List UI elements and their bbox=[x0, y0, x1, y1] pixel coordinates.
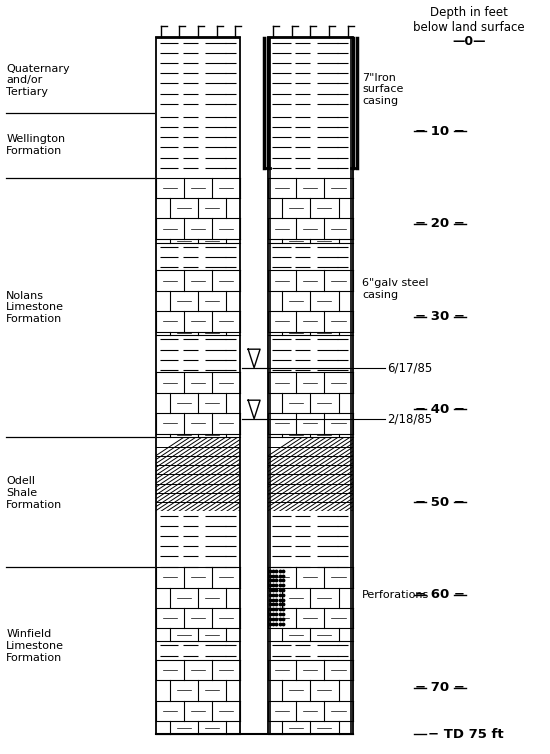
Text: Winfield
Limestone
Formation: Winfield Limestone Formation bbox=[7, 630, 64, 663]
Text: Odell
Shale
Formation: Odell Shale Formation bbox=[7, 477, 63, 510]
Text: − 50 −: − 50 − bbox=[415, 495, 465, 509]
Text: − 10 −: − 10 − bbox=[415, 124, 465, 138]
Text: − 30 −: − 30 − bbox=[415, 310, 465, 323]
Text: − TD 75 ft: − TD 75 ft bbox=[428, 728, 504, 740]
Text: − 40 −: − 40 − bbox=[415, 403, 465, 416]
Text: Nolans
Limestone
Formation: Nolans Limestone Formation bbox=[7, 291, 64, 324]
Text: Quaternary
and/or
Tertiary: Quaternary and/or Tertiary bbox=[7, 63, 70, 97]
Text: − 60 −: − 60 − bbox=[415, 588, 465, 602]
Text: 7"Iron
surface
casing: 7"Iron surface casing bbox=[362, 73, 404, 106]
Text: 2/18/85: 2/18/85 bbox=[387, 412, 432, 425]
Bar bbox=[156, 38, 240, 734]
Text: Depth in feet
below land surface: Depth in feet below land surface bbox=[413, 6, 525, 34]
Text: − 20 −: − 20 − bbox=[415, 217, 465, 231]
Bar bbox=[268, 38, 353, 734]
Text: 6"galv steel
casing: 6"galv steel casing bbox=[362, 278, 428, 299]
Text: 6/17/85: 6/17/85 bbox=[387, 361, 433, 374]
Text: —0—: —0— bbox=[452, 35, 486, 48]
Text: − 70 −: − 70 − bbox=[415, 681, 465, 694]
Text: Perforations: Perforations bbox=[362, 590, 430, 600]
Text: Wellington
Formation: Wellington Formation bbox=[7, 134, 65, 156]
